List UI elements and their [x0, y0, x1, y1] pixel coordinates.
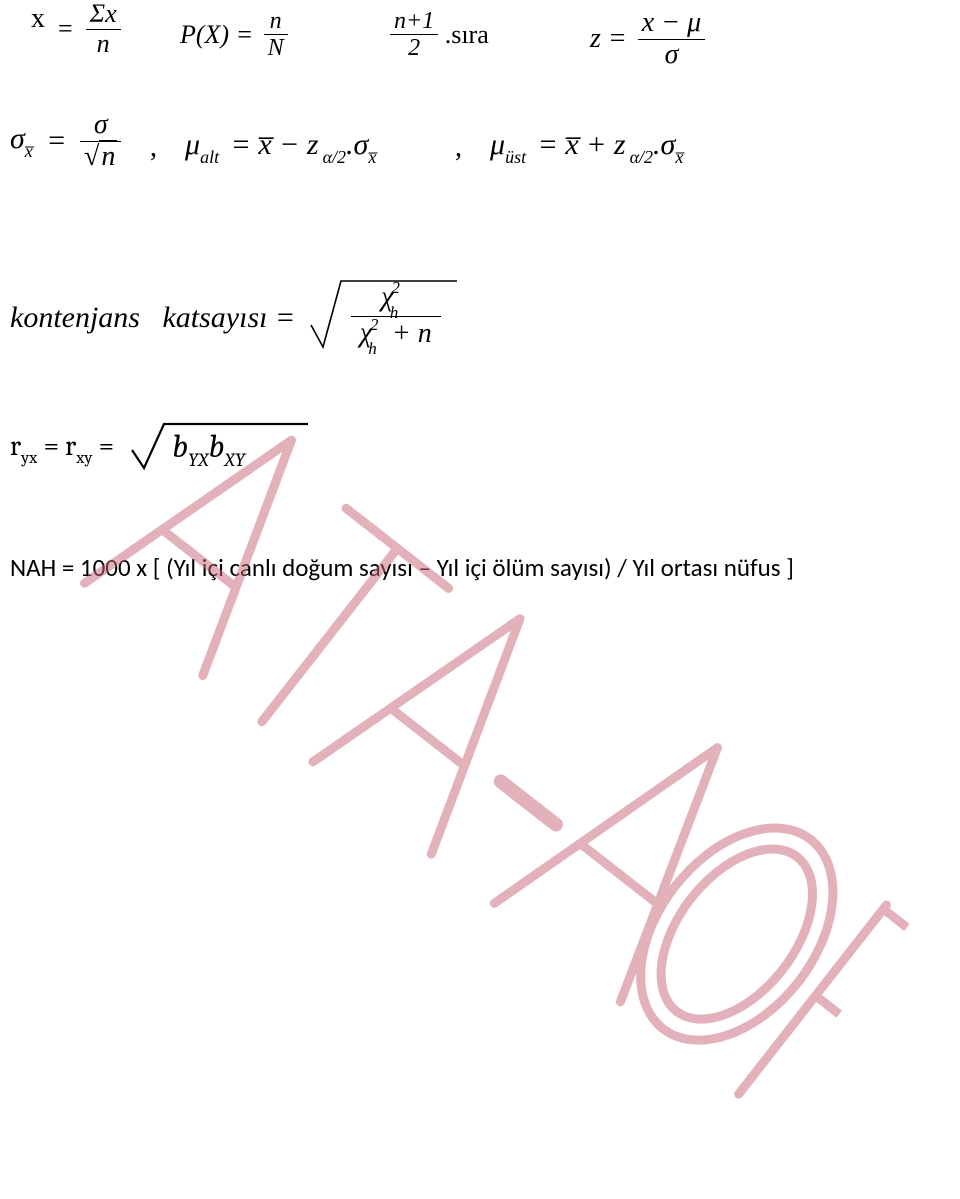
z-num: x − μ: [638, 8, 705, 39]
formula-row-4: ryx = rxy = bYXbXY: [10, 420, 960, 500]
r2-sub: xy: [76, 449, 92, 468]
comma-2: ,: [455, 132, 462, 164]
mu-ust-xsub: x̅: [675, 147, 683, 167]
b2: b: [209, 428, 225, 465]
mu-alt-rhs-alpha: α/2: [323, 147, 346, 167]
r1-sub: yx: [21, 449, 37, 468]
formula-row-3: kontenjans katsayısı = χ2h χ2h + n: [10, 275, 960, 365]
mu-alt-sub: alt: [200, 147, 219, 167]
chi-num-h: h: [390, 303, 398, 322]
mu-ust-dot: .σ: [653, 128, 675, 161]
sigma-num: σ: [80, 110, 121, 141]
px-num: n: [264, 8, 288, 34]
comma-1: ,: [150, 132, 157, 164]
mu-alt-dot: .σ: [346, 128, 368, 161]
median-suffix: .sıra: [445, 20, 489, 50]
z-lhs: z =: [590, 23, 627, 55]
mu-alt-rhs-pre: = x̅ − z: [231, 128, 319, 161]
mu-ust-sub: üst: [505, 147, 526, 167]
nah-formula: NAH = 1000 x [ (Yıl içi canlı doğum sayı…: [10, 552, 940, 583]
eq2: =: [99, 430, 121, 462]
eq1: = r: [43, 430, 76, 462]
contingency-coef-formula: kontenjans katsayısı = χ2h χ2h + n: [10, 275, 459, 361]
mean-eq: =: [52, 14, 80, 44]
median-rank-formula: n+1 2 .sıra: [390, 8, 489, 62]
median-den: 2: [390, 35, 438, 61]
b2-sub: XY: [225, 449, 246, 471]
probability-formula: P(X) = n N: [180, 8, 288, 62]
correlation-formula: ryx = rxy = bYXbXY: [10, 420, 310, 476]
mu-ust-mu: μ: [490, 128, 505, 161]
mu-ust-rhs-alpha: α/2: [630, 147, 653, 167]
mean-den: n: [86, 30, 121, 59]
r1: r: [10, 430, 21, 462]
contingency-label: kontenjans katsayısı =: [10, 301, 295, 335]
mu-alt-xsub: x̅: [368, 147, 376, 167]
px-den: N: [264, 35, 288, 61]
z-den: σ: [638, 40, 705, 71]
b1-sub: YX: [188, 449, 209, 471]
sigma: σ: [10, 122, 25, 155]
plus-n: + n: [392, 318, 432, 349]
chi-num-2: 2: [391, 278, 399, 297]
zscore-formula: z = x − μ σ: [590, 8, 705, 71]
chi-den-h: h: [368, 339, 376, 358]
mean-num: Σx: [86, 0, 121, 29]
page: x̅ x = Σx n P(X) = n N n+1 2: [0, 0, 960, 1199]
chi-den-2: 2: [370, 315, 378, 334]
nah-text: NAH = 1000 x [ (Yıl içi canlı doğum sayı…: [10, 552, 794, 583]
formula-row-2: σx̅ = σ √n , μalt = x̅ − zα/2.σx̅ , μüst: [10, 110, 960, 200]
formula-row-1: x̅ x = Σx n P(X) = n N n+1 2: [10, 0, 960, 90]
sigma-xbar-formula: σx̅ = σ √n: [10, 110, 121, 173]
b1: b: [172, 428, 188, 465]
mu-ust-rhs-pre: = x̅ + z: [538, 128, 626, 161]
mean-formula: x̅ x = Σx n: [10, 0, 121, 58]
mu-alt-formula: μalt = x̅ − zα/2.σx̅: [185, 128, 376, 166]
mu-alt-mu: μ: [185, 128, 200, 161]
median-num: n+1: [390, 8, 438, 34]
sigma-sub: x̅: [25, 141, 33, 161]
sigma-den-n: n: [99, 140, 117, 172]
px-lhs: P(X) =: [180, 20, 253, 50]
sigma-eq: =: [46, 124, 66, 158]
mu-ust-formula: μüst = x̅ + zα/2.σx̅: [490, 128, 683, 166]
